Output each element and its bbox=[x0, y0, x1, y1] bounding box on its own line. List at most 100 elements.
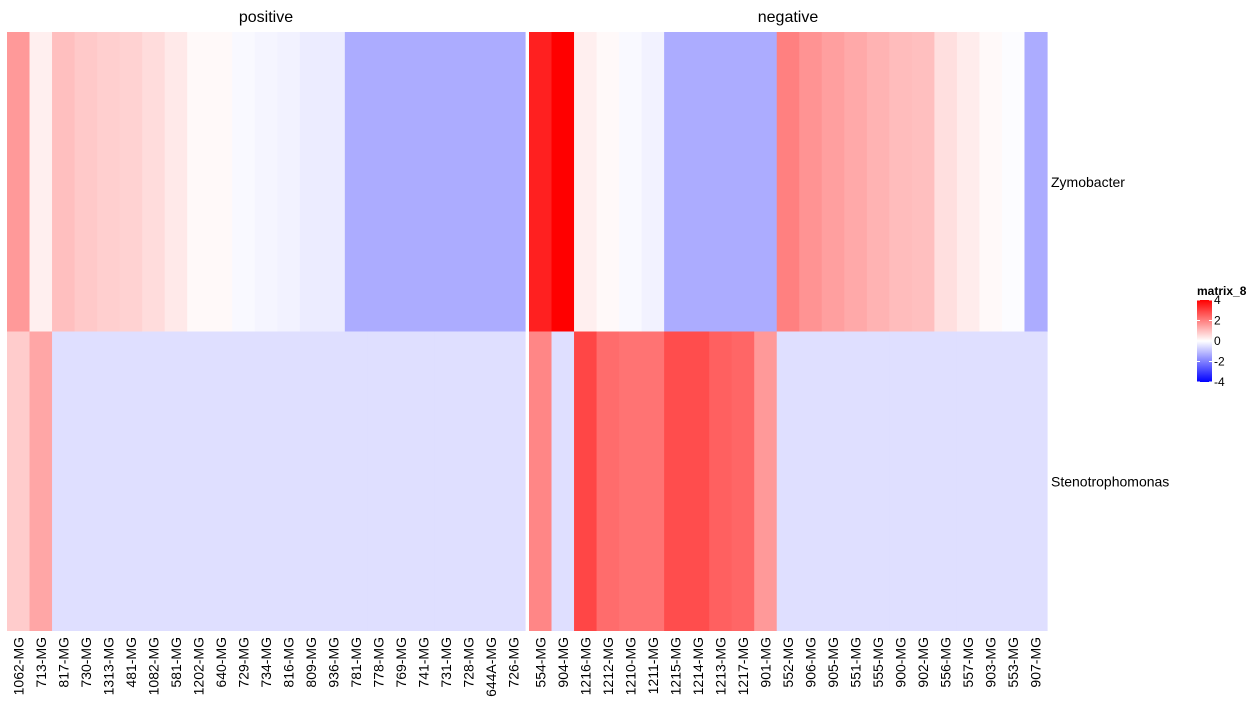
heatmap-cell bbox=[956, 32, 981, 333]
heatmap-cell bbox=[709, 331, 733, 631]
heatmap-cell bbox=[574, 32, 598, 333]
legend-tick-label: -4 bbox=[1214, 375, 1225, 389]
column-label: 1217-MG bbox=[735, 637, 751, 695]
column-label: 901-MG bbox=[757, 637, 773, 688]
heatmap-cell bbox=[457, 32, 481, 333]
column-label: 817-MG bbox=[55, 637, 71, 688]
column-label: 1313-MG bbox=[100, 637, 116, 695]
legend-tick-label: 2 bbox=[1214, 314, 1221, 328]
heatmap-cell bbox=[551, 331, 575, 631]
heatmap-cell bbox=[389, 32, 413, 333]
heatmap-cell bbox=[367, 32, 391, 333]
heatmap-cell bbox=[434, 32, 459, 333]
column-label: 728-MG bbox=[461, 637, 477, 688]
heatmap-cell bbox=[754, 32, 778, 333]
heatmap-cell bbox=[889, 32, 913, 333]
heatmap-cell bbox=[551, 32, 575, 333]
heatmap-cell bbox=[74, 32, 98, 333]
heatmap-cell bbox=[344, 32, 368, 333]
column-label: 769-MG bbox=[393, 637, 409, 688]
heatmap-cell bbox=[1024, 331, 1048, 631]
heatmap-cell bbox=[164, 32, 188, 333]
heatmap-cell bbox=[731, 331, 755, 631]
heatmap-cell bbox=[142, 331, 166, 631]
heatmap-cell bbox=[844, 32, 868, 333]
heatmap-cell bbox=[209, 32, 233, 333]
column-label: 557-MG bbox=[960, 637, 976, 688]
heatmap-cell bbox=[934, 331, 958, 631]
column-label: 644A-MG bbox=[483, 637, 499, 697]
column-label: 551-MG bbox=[848, 637, 864, 688]
column-label: 554-MG bbox=[532, 637, 548, 688]
column-label: 731-MG bbox=[438, 637, 454, 688]
column-label: 1062-MG bbox=[10, 637, 26, 695]
column-label: 905-MG bbox=[825, 637, 841, 688]
heatmap-cell bbox=[686, 331, 710, 631]
heatmap-cell bbox=[821, 331, 845, 631]
heatmap-cell bbox=[664, 32, 688, 333]
column-label: 730-MG bbox=[78, 637, 94, 688]
column-label: 640-MG bbox=[213, 637, 229, 688]
heatmap-cell bbox=[479, 32, 504, 333]
heatmap-cell bbox=[97, 32, 121, 333]
heatmap-cell bbox=[232, 331, 256, 631]
heatmap-cell bbox=[502, 32, 526, 333]
heatmap-cell bbox=[529, 32, 553, 333]
heatmap-cell bbox=[322, 32, 346, 333]
heatmap-cell bbox=[731, 32, 755, 333]
heatmap-cell bbox=[1001, 331, 1026, 631]
heatmap-cell bbox=[776, 32, 800, 333]
heatmap-cell bbox=[29, 331, 53, 631]
heatmap-cell bbox=[844, 331, 868, 631]
heatmap-cell bbox=[776, 331, 800, 631]
heatmap-cell bbox=[1024, 32, 1048, 333]
heatmap-cell bbox=[799, 32, 823, 333]
heatmap-cell bbox=[641, 331, 665, 631]
column-label: 900-MG bbox=[893, 637, 909, 688]
heatmap-cell bbox=[232, 32, 256, 333]
column-label: 1214-MG bbox=[690, 637, 706, 695]
heatmap-cell bbox=[911, 32, 935, 333]
heatmap-cell bbox=[97, 331, 121, 631]
column-label: 552-MG bbox=[780, 637, 796, 688]
column-label: 907-MG bbox=[1028, 637, 1044, 688]
panel-positive: positive 1062-MG 713-MG 817-MG 730-MG 1313-MG… bbox=[7, 9, 526, 697]
heatmap-cell bbox=[299, 331, 323, 631]
column-label: 781-MG bbox=[348, 637, 364, 688]
legend-colorbar bbox=[1197, 300, 1212, 382]
panel-title: negative bbox=[758, 9, 819, 26]
legend-title: matrix_8 bbox=[1197, 284, 1247, 298]
column-label: 903-MG bbox=[983, 637, 999, 688]
heatmap-cell bbox=[7, 331, 31, 631]
panel-negative: negative 554-MG 904-MG 1216-MG 1212-MG 1210-M… bbox=[529, 9, 1048, 695]
heatmap-cell bbox=[209, 331, 233, 631]
heatmap-cell bbox=[866, 32, 890, 333]
heatmap-cell bbox=[889, 331, 913, 631]
column-label: 809-MG bbox=[303, 637, 319, 688]
heatmap-cell bbox=[299, 32, 323, 333]
heatmap-cell bbox=[686, 32, 710, 333]
column-label: 1213-MG bbox=[712, 637, 728, 695]
heatmap-cell bbox=[979, 331, 1003, 631]
row-label: Stenotrophomonas bbox=[1051, 473, 1169, 489]
row-labels: Zymobacter Stenotrophomonas bbox=[1051, 174, 1169, 490]
column-label: 729-MG bbox=[235, 637, 251, 688]
heatmap-cell bbox=[412, 32, 436, 333]
heatmap-cell bbox=[799, 331, 823, 631]
heatmap-cell bbox=[344, 331, 368, 631]
heatmap-cell bbox=[254, 32, 278, 333]
heatmap-cell bbox=[142, 32, 166, 333]
legend-tick-label: 0 bbox=[1214, 334, 1221, 348]
column-label: 1082-MG bbox=[145, 637, 161, 695]
heatmap-cell bbox=[619, 32, 643, 333]
heatmap-cell bbox=[502, 331, 526, 631]
column-label: 741-MG bbox=[416, 637, 432, 688]
heatmap-cell bbox=[641, 32, 665, 333]
column-label: 902-MG bbox=[915, 637, 931, 688]
column-label: 553-MG bbox=[1005, 637, 1021, 688]
heatmap-cell bbox=[52, 331, 76, 631]
column-label: 556-MG bbox=[938, 637, 954, 688]
heatmap-cell bbox=[7, 32, 31, 333]
heatmap-cell bbox=[367, 331, 391, 631]
